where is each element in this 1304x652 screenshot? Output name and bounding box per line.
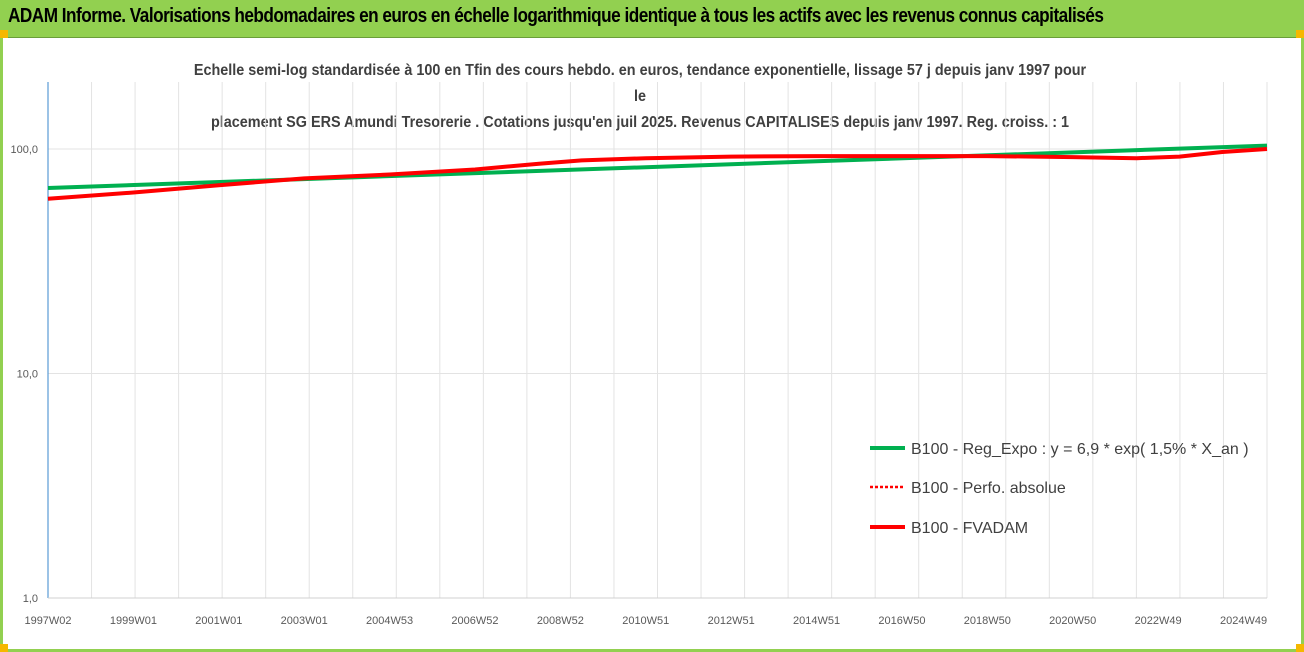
x-tick-label: 2003W01 xyxy=(281,615,328,627)
x-tick-label: 2014W51 xyxy=(793,615,840,627)
chart-title: Echelle semi-log standardisée à 100 en T… xyxy=(190,58,1090,136)
legend: B100 - Reg_Expo : y = 6,9 * exp( 1,5% * … xyxy=(870,441,1249,537)
x-tick-label: 2020W50 xyxy=(1049,615,1096,627)
x-tick-label: 2004W53 xyxy=(366,615,413,627)
header-bar: ADAM Informe. Valorisations hebdomadaire… xyxy=(0,0,1304,38)
x-tick-label: 2010W51 xyxy=(622,615,669,627)
legend-label-1: B100 - Reg_Expo : y = 6,9 * exp( 1,5% * … xyxy=(911,441,1249,458)
corner-marker-bottom-right xyxy=(1296,644,1304,652)
y-tick-label: 10,0 xyxy=(17,369,38,381)
corner-marker-left xyxy=(0,30,8,38)
x-tick-label: 2012W51 xyxy=(708,615,755,627)
y-tick-label: 1,0 xyxy=(23,593,38,605)
x-tick-label: 1999W01 xyxy=(110,615,157,627)
x-tick-label: 2024W49 xyxy=(1220,615,1267,627)
series-layer xyxy=(47,143,1268,201)
header-title: ADAM Informe. Valorisations hebdomadaire… xyxy=(8,5,1104,27)
x-tick-label: 2001W01 xyxy=(195,615,242,627)
x-tick-label: 2008W52 xyxy=(537,615,584,627)
corner-marker-right xyxy=(1296,30,1304,38)
axis-layer: 1,0 10,0 100,0 1997W02 1999W01 2001W01 2003W01… xyxy=(10,82,1267,627)
x-tick-label: 2018W50 xyxy=(964,615,1011,627)
y-tick-label: 100,0 xyxy=(10,144,38,156)
legend-label-3: B100 - FVADAM xyxy=(911,520,1028,537)
corner-marker-bottom-left xyxy=(0,644,8,652)
x-tick-label: 1997W02 xyxy=(24,615,71,627)
x-tick-label: 2022W49 xyxy=(1135,615,1182,627)
series-line-2 xyxy=(47,148,1268,200)
x-tick-label: 2006W52 xyxy=(451,615,498,627)
chart-title-line-1: Echelle semi-log standardisée à 100 en T… xyxy=(193,62,1087,105)
legend-label-2: B100 - Perfo. absolue xyxy=(911,480,1066,497)
chart-title-line-2: placement SG ERS Amundi Tresorerie . Cot… xyxy=(210,114,1070,131)
x-tick-label: 2016W50 xyxy=(878,615,925,627)
